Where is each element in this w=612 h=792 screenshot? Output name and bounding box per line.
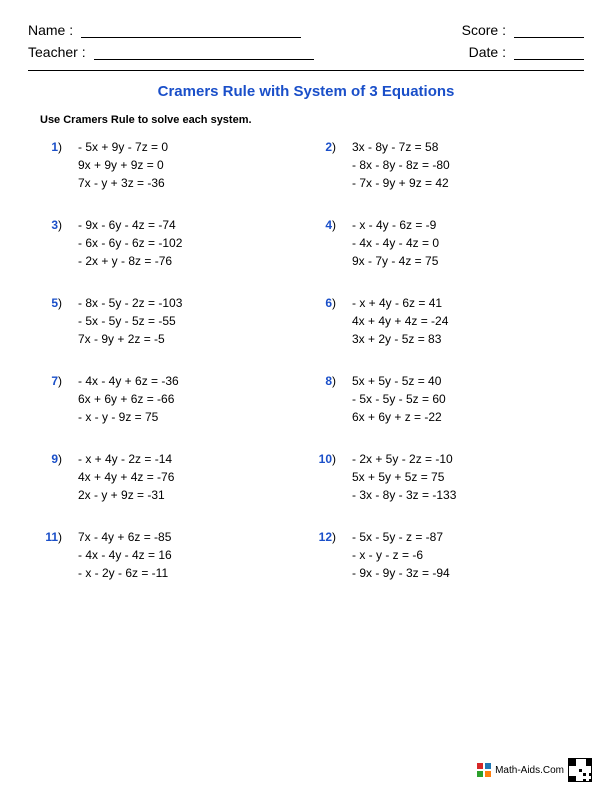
- header-divider: [28, 70, 584, 71]
- equation: - 5x - 5y - 5z = -55: [78, 314, 182, 328]
- equation: 6x + 6y + 6z = -66: [78, 392, 179, 406]
- problem-number: 5): [36, 296, 66, 350]
- equation: 5x + 5y - 5z = 40: [352, 374, 446, 388]
- problem-number: 7): [36, 374, 66, 428]
- problem: 4) - x - 4y - 6z = -9 - 4x - 4y - 4z = 0 9x…: [310, 218, 584, 272]
- equation: - x - y - z = -6: [352, 548, 450, 562]
- equation: - 7x - 9y + 9z = 42: [352, 176, 450, 190]
- equation: 4x + 4y + 4z = -24: [352, 314, 448, 328]
- equation-list: - x + 4y - 2z = -14 4x + 4y + 4z = -76 2x …: [66, 452, 174, 506]
- equation: - 8x - 8y - 8z = -80: [352, 158, 450, 172]
- problem: 11) 7x - 4y + 6z = -85 - 4x - 4y - 4z = 16…: [36, 530, 310, 584]
- score-blank[interactable]: [514, 24, 584, 38]
- teacher-label: Teacher :: [28, 44, 86, 60]
- problem-number: 6): [310, 296, 340, 350]
- instructions: Use Cramers Rule to solve each system.: [40, 114, 584, 126]
- problem: 12)- 5x - 5y - z = -87- x - y - z = -6- …: [310, 530, 584, 584]
- equation: 7x - 9y + 2z = -5: [78, 332, 182, 346]
- equation: - x - 4y - 6z = -9: [352, 218, 439, 232]
- equation: 3x - 8y - 7z = 58: [352, 140, 450, 154]
- equation-list: - 2x + 5y - 2z = -10 5x + 5y + 5z = 75 - 3…: [340, 452, 456, 506]
- equation-list: - 9x - 6y - 4z = -74 - 6x - 6y - 6z = -10…: [66, 218, 182, 272]
- equation: - 5x + 9y - 7z = 0: [78, 140, 168, 154]
- problem-number: 3): [36, 218, 66, 272]
- equation-list: 7x - 4y + 6z = -85 - 4x - 4y - 4z = 16 - x…: [66, 530, 172, 584]
- equation: 2x - y + 9z = -31: [78, 488, 174, 502]
- equation: - 2x + 5y - 2z = -10: [352, 452, 456, 466]
- equation: - 4x - 4y - 4z = 0: [352, 236, 439, 250]
- problem-number: 4): [310, 218, 340, 272]
- equation: - 9x - 9y - 3z = -94: [352, 566, 450, 580]
- equation: 9x - 7y - 4z = 75: [352, 254, 439, 268]
- problem: 10) - 2x + 5y - 2z = -10 5x + 5y + 5z = 75…: [310, 452, 584, 506]
- equation: 7x - 4y + 6z = -85: [78, 530, 172, 544]
- equation: - 8x - 5y - 2z = -103: [78, 296, 182, 310]
- equation: - x - 2y - 6z = -11: [78, 566, 172, 580]
- problem-number: 10): [310, 452, 340, 506]
- problems-grid: 1) - 5x + 9y - 7z = 0 9x + 9y + 9z = 0 7x -…: [28, 140, 584, 608]
- problem: 1) - 5x + 9y - 7z = 0 9x + 9y + 9z = 0 7x -…: [36, 140, 310, 194]
- problem: 8) 5x + 5y - 5z = 40 - 5x - 5y - 5z = 60 6x…: [310, 374, 584, 428]
- problem-number: 8): [310, 374, 340, 428]
- equation: - x - y - 9z = 75: [78, 410, 179, 424]
- header-row-2: Teacher : Date :: [28, 44, 584, 60]
- name-label: Name :: [28, 22, 73, 38]
- equation: 7x - y + 3z = -36: [78, 176, 168, 190]
- equation: 9x + 9y + 9z = 0: [78, 158, 168, 172]
- equation: - 4x - 4y - 4z = 16: [78, 548, 172, 562]
- equation-list: - x + 4y - 6z = 41 4x + 4y + 4z = -24 3x +…: [340, 296, 448, 350]
- equation: - 9x - 6y - 4z = -74: [78, 218, 182, 232]
- equation: - 5x - 5y - 5z = 60: [352, 392, 446, 406]
- equation: 6x + 6y + z = -22: [352, 410, 446, 424]
- name-blank[interactable]: [81, 24, 301, 38]
- problem: 6) - x + 4y - 6z = 41 4x + 4y + 4z = -24 3x…: [310, 296, 584, 350]
- teacher-field: Teacher :: [28, 44, 314, 60]
- name-field: Name :: [28, 22, 301, 38]
- problem-number: 9): [36, 452, 66, 506]
- problem-number: 1): [36, 140, 66, 194]
- equation-list: - 5x + 9y - 7z = 0 9x + 9y + 9z = 0 7x - y…: [66, 140, 168, 194]
- equation: - x + 4y - 6z = 41: [352, 296, 448, 310]
- problem-number: 2): [310, 140, 340, 194]
- equation-list: - 5x - 5y - z = -87 - x - y - z = -6 - 9x …: [340, 530, 450, 584]
- date-field: Date :: [469, 44, 584, 60]
- problem-number: 11): [36, 530, 66, 584]
- footer-site: Math-Aids.Com: [495, 765, 564, 776]
- date-blank[interactable]: [514, 46, 584, 60]
- equation-list: - 4x - 4y + 6z = -36 6x + 6y + 6z = -66 - …: [66, 374, 179, 428]
- qr-icon: [568, 758, 592, 782]
- teacher-blank[interactable]: [94, 46, 314, 60]
- score-field: Score :: [462, 22, 584, 38]
- problem-number: 12): [310, 530, 340, 584]
- equation: - 3x - 8y - 3z = -133: [352, 488, 456, 502]
- equation: - 5x - 5y - z = -87: [352, 530, 450, 544]
- equation-list: 3x - 8y - 7z = 58 - 8x - 8y - 8z = -80 - 7…: [340, 140, 450, 194]
- date-label: Date :: [469, 44, 506, 60]
- equation: - 4x - 4y + 6z = -36: [78, 374, 179, 388]
- equation-list: - x - 4y - 6z = -9 - 4x - 4y - 4z = 0 9x -…: [340, 218, 439, 272]
- problem: 9) - x + 4y - 2z = -14 4x + 4y + 4z = -76 2…: [36, 452, 310, 506]
- problem: 5) - 8x - 5y - 2z = -103 - 5x - 5y - 5z = …: [36, 296, 310, 350]
- equation: 5x + 5y + 5z = 75: [352, 470, 456, 484]
- equation-list: - 8x - 5y - 2z = -103 - 5x - 5y - 5z = -5…: [66, 296, 182, 350]
- header-row-1: Name : Score :: [28, 22, 584, 38]
- equation: 4x + 4y + 4z = -76: [78, 470, 174, 484]
- worksheet-page: Name : Score : Teacher : Date : Cramers …: [0, 0, 612, 608]
- footer: Math-Aids.Com: [477, 758, 592, 782]
- equation: - 2x + y - 8z = -76: [78, 254, 182, 268]
- problem: 7) - 4x - 4y + 6z = -36 6x + 6y + 6z = -66…: [36, 374, 310, 428]
- problem: 3) - 9x - 6y - 4z = -74 - 6x - 6y - 6z = -…: [36, 218, 310, 272]
- equation: 3x + 2y - 5z = 83: [352, 332, 448, 346]
- equation-list: 5x + 5y - 5z = 40 - 5x - 5y - 5z = 60 6x +…: [340, 374, 446, 428]
- problem: 2) 3x - 8y - 7z = 58 - 8x - 8y - 8z = -80 -…: [310, 140, 584, 194]
- page-title: Cramers Rule with System of 3 Equations: [28, 83, 584, 100]
- footer-logo-icon: [477, 763, 491, 777]
- equation: - 6x - 6y - 6z = -102: [78, 236, 182, 250]
- equation: - x + 4y - 2z = -14: [78, 452, 174, 466]
- score-label: Score :: [462, 22, 506, 38]
